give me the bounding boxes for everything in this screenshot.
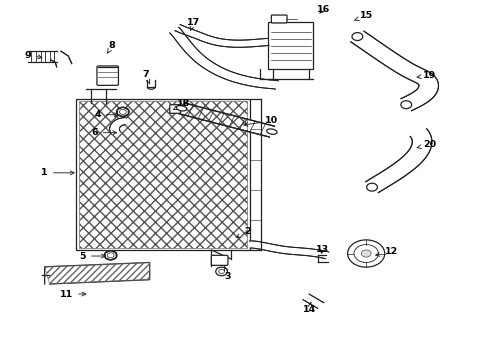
Text: 7: 7 (142, 70, 150, 84)
Text: 2: 2 (236, 228, 251, 238)
Circle shape (216, 267, 227, 276)
Text: 6: 6 (91, 128, 117, 137)
Text: 9: 9 (24, 51, 42, 60)
Text: 12: 12 (376, 247, 398, 256)
Text: 4: 4 (94, 110, 118, 119)
Circle shape (120, 109, 126, 114)
Polygon shape (170, 27, 278, 89)
FancyBboxPatch shape (271, 15, 287, 23)
Text: 17: 17 (187, 18, 200, 31)
Text: 8: 8 (108, 41, 116, 53)
Polygon shape (179, 103, 274, 137)
Polygon shape (249, 241, 329, 259)
Text: 20: 20 (417, 140, 436, 149)
Circle shape (347, 240, 385, 267)
Polygon shape (351, 31, 439, 111)
Polygon shape (51, 51, 72, 67)
FancyBboxPatch shape (211, 255, 228, 265)
Text: 1: 1 (41, 168, 74, 177)
Ellipse shape (267, 129, 277, 134)
Text: 3: 3 (224, 266, 231, 280)
Ellipse shape (176, 105, 187, 111)
Circle shape (361, 250, 371, 257)
Circle shape (219, 269, 224, 274)
Text: 13: 13 (316, 246, 329, 255)
Polygon shape (175, 24, 269, 47)
Text: 14: 14 (303, 302, 316, 314)
Text: 10: 10 (244, 116, 278, 126)
Text: 16: 16 (317, 5, 330, 14)
Bar (76, 99, 250, 250)
Polygon shape (27, 50, 57, 62)
Polygon shape (303, 294, 324, 308)
FancyBboxPatch shape (97, 66, 119, 85)
Text: 19: 19 (417, 71, 436, 80)
Circle shape (117, 107, 129, 117)
Circle shape (104, 251, 117, 260)
Circle shape (354, 244, 378, 262)
Bar (269, 22, 314, 69)
Text: 5: 5 (79, 252, 105, 261)
FancyBboxPatch shape (170, 105, 180, 113)
Bar (79, 101, 247, 248)
Circle shape (107, 253, 114, 258)
Text: 18: 18 (173, 99, 191, 109)
Polygon shape (110, 118, 125, 134)
Text: 11: 11 (60, 289, 86, 298)
Text: 15: 15 (354, 11, 373, 21)
Polygon shape (366, 129, 432, 193)
